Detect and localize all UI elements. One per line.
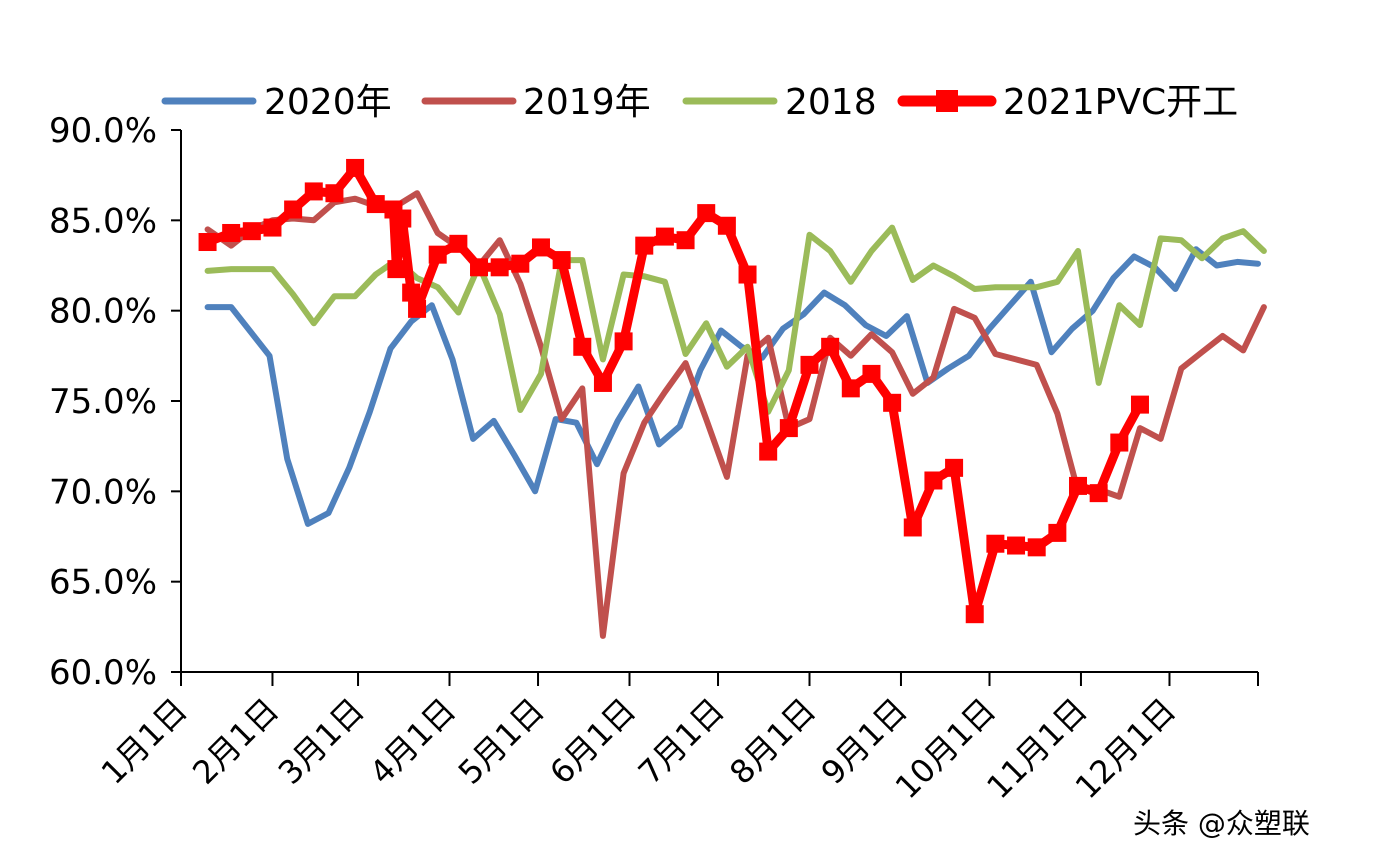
data-point-marker <box>470 258 489 277</box>
x-tick-label: 10月1日 <box>888 691 1003 806</box>
data-point-marker <box>573 337 592 356</box>
data-point-marker <box>284 200 303 219</box>
data-point-marker <box>511 254 530 273</box>
data-point-marker <box>242 222 261 241</box>
legend-label: 2019年 <box>523 82 651 123</box>
data-point-marker <box>393 209 412 228</box>
data-point-marker <box>428 245 447 264</box>
data-point-marker <box>263 218 282 237</box>
data-point-marker <box>821 337 840 356</box>
data-point-marker <box>986 534 1005 553</box>
y-tick-label: 90.0% <box>49 111 157 151</box>
y-tick-label: 70.0% <box>49 472 157 512</box>
data-point-marker <box>1130 395 1149 414</box>
data-point-marker <box>924 471 943 490</box>
data-point-marker <box>635 236 654 255</box>
data-point-marker <box>841 379 860 398</box>
data-point-marker <box>490 258 509 277</box>
x-tick-label: 12月1日 <box>1068 691 1183 806</box>
data-point-marker <box>800 355 819 374</box>
data-point-marker <box>676 231 695 250</box>
data-point-marker <box>366 195 385 214</box>
data-point-marker <box>1007 536 1026 555</box>
data-point-marker <box>222 223 241 242</box>
data-point-marker <box>449 234 468 253</box>
legend-label: 2021PVC开工 <box>1003 82 1238 123</box>
data-point-marker <box>408 299 427 318</box>
data-point-marker <box>614 332 633 351</box>
x-tick-label: 8月1日 <box>722 691 823 792</box>
watermark: 头条 @众塑联 <box>1133 807 1310 840</box>
watermark-text: 头条 @众塑联 <box>1133 807 1310 840</box>
data-point-marker <box>759 442 778 461</box>
x-tick-label: 4月1日 <box>362 691 463 792</box>
data-point-marker <box>903 518 922 537</box>
series-line-3 <box>204 224 1267 415</box>
data-point-marker <box>402 283 421 302</box>
data-point-marker <box>198 233 217 252</box>
y-tick-label: 75.0% <box>49 382 157 422</box>
data-point-marker <box>717 216 736 235</box>
data-point-marker <box>738 265 757 284</box>
data-point-marker <box>697 204 716 223</box>
data-point-marker <box>1069 476 1088 495</box>
x-tick-label: 1月1日 <box>94 691 195 792</box>
data-point-marker <box>779 419 798 438</box>
series-layer <box>198 158 1267 639</box>
data-point-marker <box>325 184 344 203</box>
x-tick-label: 7月1日 <box>631 691 732 792</box>
data-point-marker <box>531 238 550 257</box>
legend-marker <box>936 90 958 112</box>
y-tick-label: 65.0% <box>49 563 157 603</box>
data-point-marker <box>552 251 571 270</box>
x-tick-label: 5月1日 <box>451 691 552 792</box>
data-point-marker <box>883 393 902 412</box>
data-point-marker <box>1048 523 1067 542</box>
legend-label: 2020年 <box>264 82 392 123</box>
data-point-marker <box>965 605 984 624</box>
data-point-marker <box>346 158 365 177</box>
axes-layer: 90.0% 85.0% 80.0% 75.0% 70.0% 65.0% 60.0%1月1日2… <box>49 111 1259 806</box>
x-tick-label: 2月1日 <box>185 691 286 792</box>
data-point-marker <box>593 373 612 392</box>
y-tick-label: 60.0% <box>49 653 157 693</box>
legend-label: 2018 <box>785 82 877 123</box>
data-point-marker <box>862 364 881 383</box>
data-point-marker <box>945 458 964 477</box>
y-tick-label: 80.0% <box>49 292 157 332</box>
legend: 2020年 2019年 2018 2021PVC开工 <box>161 82 1238 123</box>
data-point-marker <box>1027 538 1046 557</box>
data-point-marker <box>1089 484 1108 503</box>
data-point-marker <box>655 227 674 246</box>
data-point-marker <box>387 260 406 279</box>
data-point-marker <box>1110 433 1129 452</box>
x-tick-label: 6月1日 <box>542 691 643 792</box>
data-point-marker <box>304 182 323 201</box>
y-tick-label: 85.0% <box>49 201 157 241</box>
x-tick-label: 3月1日 <box>271 691 372 792</box>
